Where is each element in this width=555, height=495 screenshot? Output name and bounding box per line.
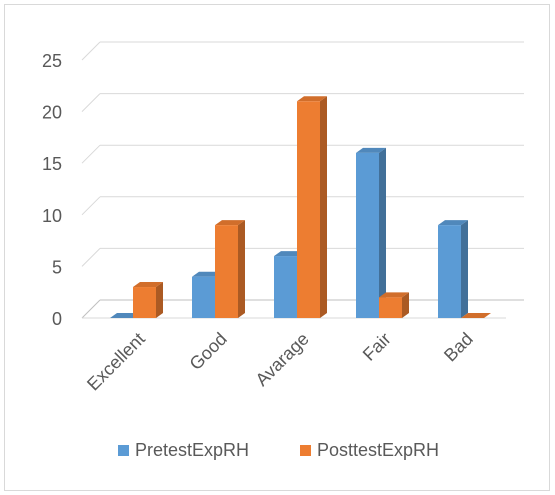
y-tick-label: 20	[42, 103, 62, 123]
bar-fair-posttestexprh	[379, 292, 409, 318]
bars	[110, 96, 491, 318]
y-tick-label: 5	[52, 257, 62, 277]
gridline-side-15	[81, 144, 101, 164]
legend-swatch	[300, 445, 311, 456]
x-tick-label-excellent: Excellent	[83, 329, 149, 395]
bar-bad-posttestexprh	[461, 313, 491, 318]
bar-bad-pretestexprh	[438, 220, 468, 318]
legend-item-posttestexprh: PosttestExpRH	[300, 440, 439, 460]
legend-item-pretestexprh: PretestExpRH	[118, 440, 249, 460]
x-tick-label-fair: Fair	[359, 329, 395, 365]
gridline-side-25	[81, 41, 101, 61]
y-tick-label: 10	[42, 206, 62, 226]
legend: PretestExpRH PosttestExpRH	[118, 440, 439, 460]
legend-label: PosttestExpRH	[317, 440, 439, 460]
x-tick-label-avarage: Avarage	[252, 329, 313, 390]
y-tick-label: 15	[42, 154, 62, 174]
x-tick-label-good: Good	[186, 329, 231, 374]
gridline-side-20	[81, 93, 101, 112]
bar-fair-pretestexprh	[356, 147, 386, 318]
bar-avarage-posttestexprh	[297, 96, 327, 318]
bar-excellent-posttestexprh	[133, 282, 163, 318]
legend-label: PretestExpRH	[135, 440, 249, 460]
y-tick-label: 25	[42, 51, 62, 71]
gridline-side-5	[81, 248, 101, 267]
x-tick-label-bad: Bad	[440, 329, 477, 366]
y-tick-label: 0	[52, 309, 62, 329]
bar-excellent-pretestexprh	[110, 313, 140, 318]
y-axis-ticks: 0 5 10 15 20 25	[42, 51, 62, 329]
gridline-side-0	[81, 299, 101, 319]
legend-swatch	[118, 445, 129, 456]
x-axis-ticks: Excellent Good Avarage Fair Bad	[83, 329, 477, 395]
gridline-side-10	[81, 196, 101, 216]
bar-good-posttestexprh	[215, 220, 245, 318]
